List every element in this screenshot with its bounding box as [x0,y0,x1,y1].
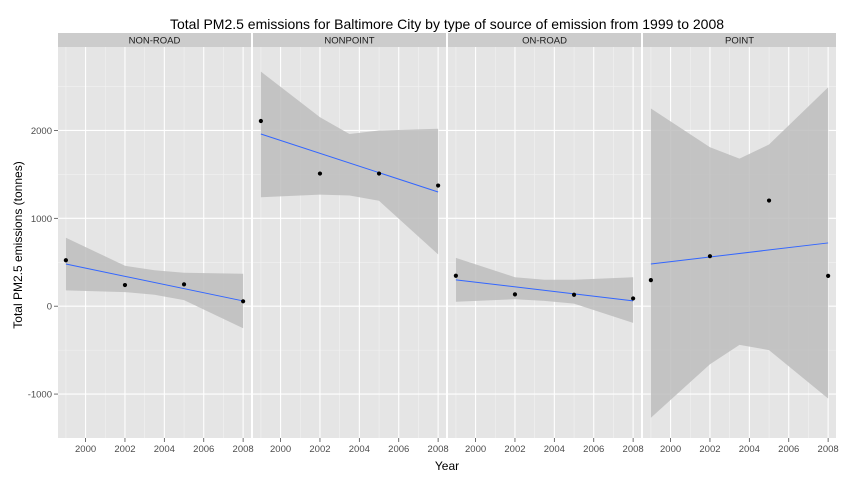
data-point [258,118,263,124]
data-point [571,292,577,297]
x-tick-label: 2004 [154,444,175,455]
facet-strip [448,33,641,47]
data-point [181,282,187,287]
x-tick-label: 2006 [583,444,604,455]
x-tick-label: 2008 [428,444,449,455]
x-tick-label: 2000 [270,444,291,455]
data-point [376,171,382,176]
data-point [436,183,441,188]
y-tick-label: -1000 [28,390,52,401]
data-point [826,273,831,278]
data-point [122,282,128,288]
trend-line [455,279,634,302]
data-point [707,254,713,259]
x-tick-label: 2004 [739,444,760,455]
x-tick-label: 2008 [233,444,254,455]
x-tick-label: 2002 [309,444,330,455]
x-tick-label: 2000 [660,444,681,455]
panel-background [58,47,251,438]
facet-strip-label: ON-ROAD [522,36,567,47]
data-point [631,296,636,301]
y-axis-label: Total PM2.5 emissions (tonnes) [11,161,25,328]
data-point [317,171,323,176]
facet-panels: NON-ROAD 2000 2002 2004 2006 2008 NONPOINT 2000… [58,33,839,455]
facet-strip [58,33,251,47]
x-tick-label: 2008 [623,444,644,455]
x-axis-label: Year [435,459,459,473]
y-tick-label: 0 [47,302,52,313]
y-tick-label: 2000 [31,126,52,137]
data-point [453,273,458,278]
facet-nonpoint: NONPOINT 2000 2002 2004 2006 2008 [253,33,449,455]
facet-strip [643,33,836,47]
x-tick-label: 2006 [778,444,799,455]
facet-strip-label: NON-ROAD [129,36,181,47]
x-tick-label: 2002 [504,444,525,455]
trend-line [260,133,439,193]
x-tick-label: 2006 [193,444,214,455]
facet-strip [253,33,446,47]
x-tick-label: 2006 [388,444,409,455]
facet-strip-label: NONPOINT [324,36,374,47]
trend-line [650,242,829,265]
confidence-band [650,87,829,418]
x-tick-label: 2004 [544,444,565,455]
data-point [766,198,772,203]
x-tick-label: 2000 [75,444,96,455]
panel-background [448,47,641,438]
x-tick-label: 2008 [818,444,839,455]
facet-non-road: NON-ROAD 2000 2002 2004 2006 2008 [58,33,254,455]
y-axis: -1000 0 1000 2000 [28,126,58,401]
data-point [648,278,653,283]
x-tick-label: 2002 [699,444,720,455]
data-point [241,299,246,304]
y-tick-label: 1000 [31,214,52,225]
facet-on-road: ON-ROAD 2000 2002 2004 2006 2008 [448,33,644,455]
data-point [63,258,68,263]
data-point [512,292,518,297]
x-tick-label: 2002 [114,444,135,455]
x-tick-label: 2004 [349,444,370,455]
facet-point: POINT 2000 2002 2004 2006 2008 [643,33,839,455]
chart-title: Total PM2.5 emissions for Baltimore City… [170,16,724,32]
facet-strip-label: POINT [725,36,754,47]
x-tick-label: 2000 [465,444,486,455]
trend-line [65,263,244,302]
